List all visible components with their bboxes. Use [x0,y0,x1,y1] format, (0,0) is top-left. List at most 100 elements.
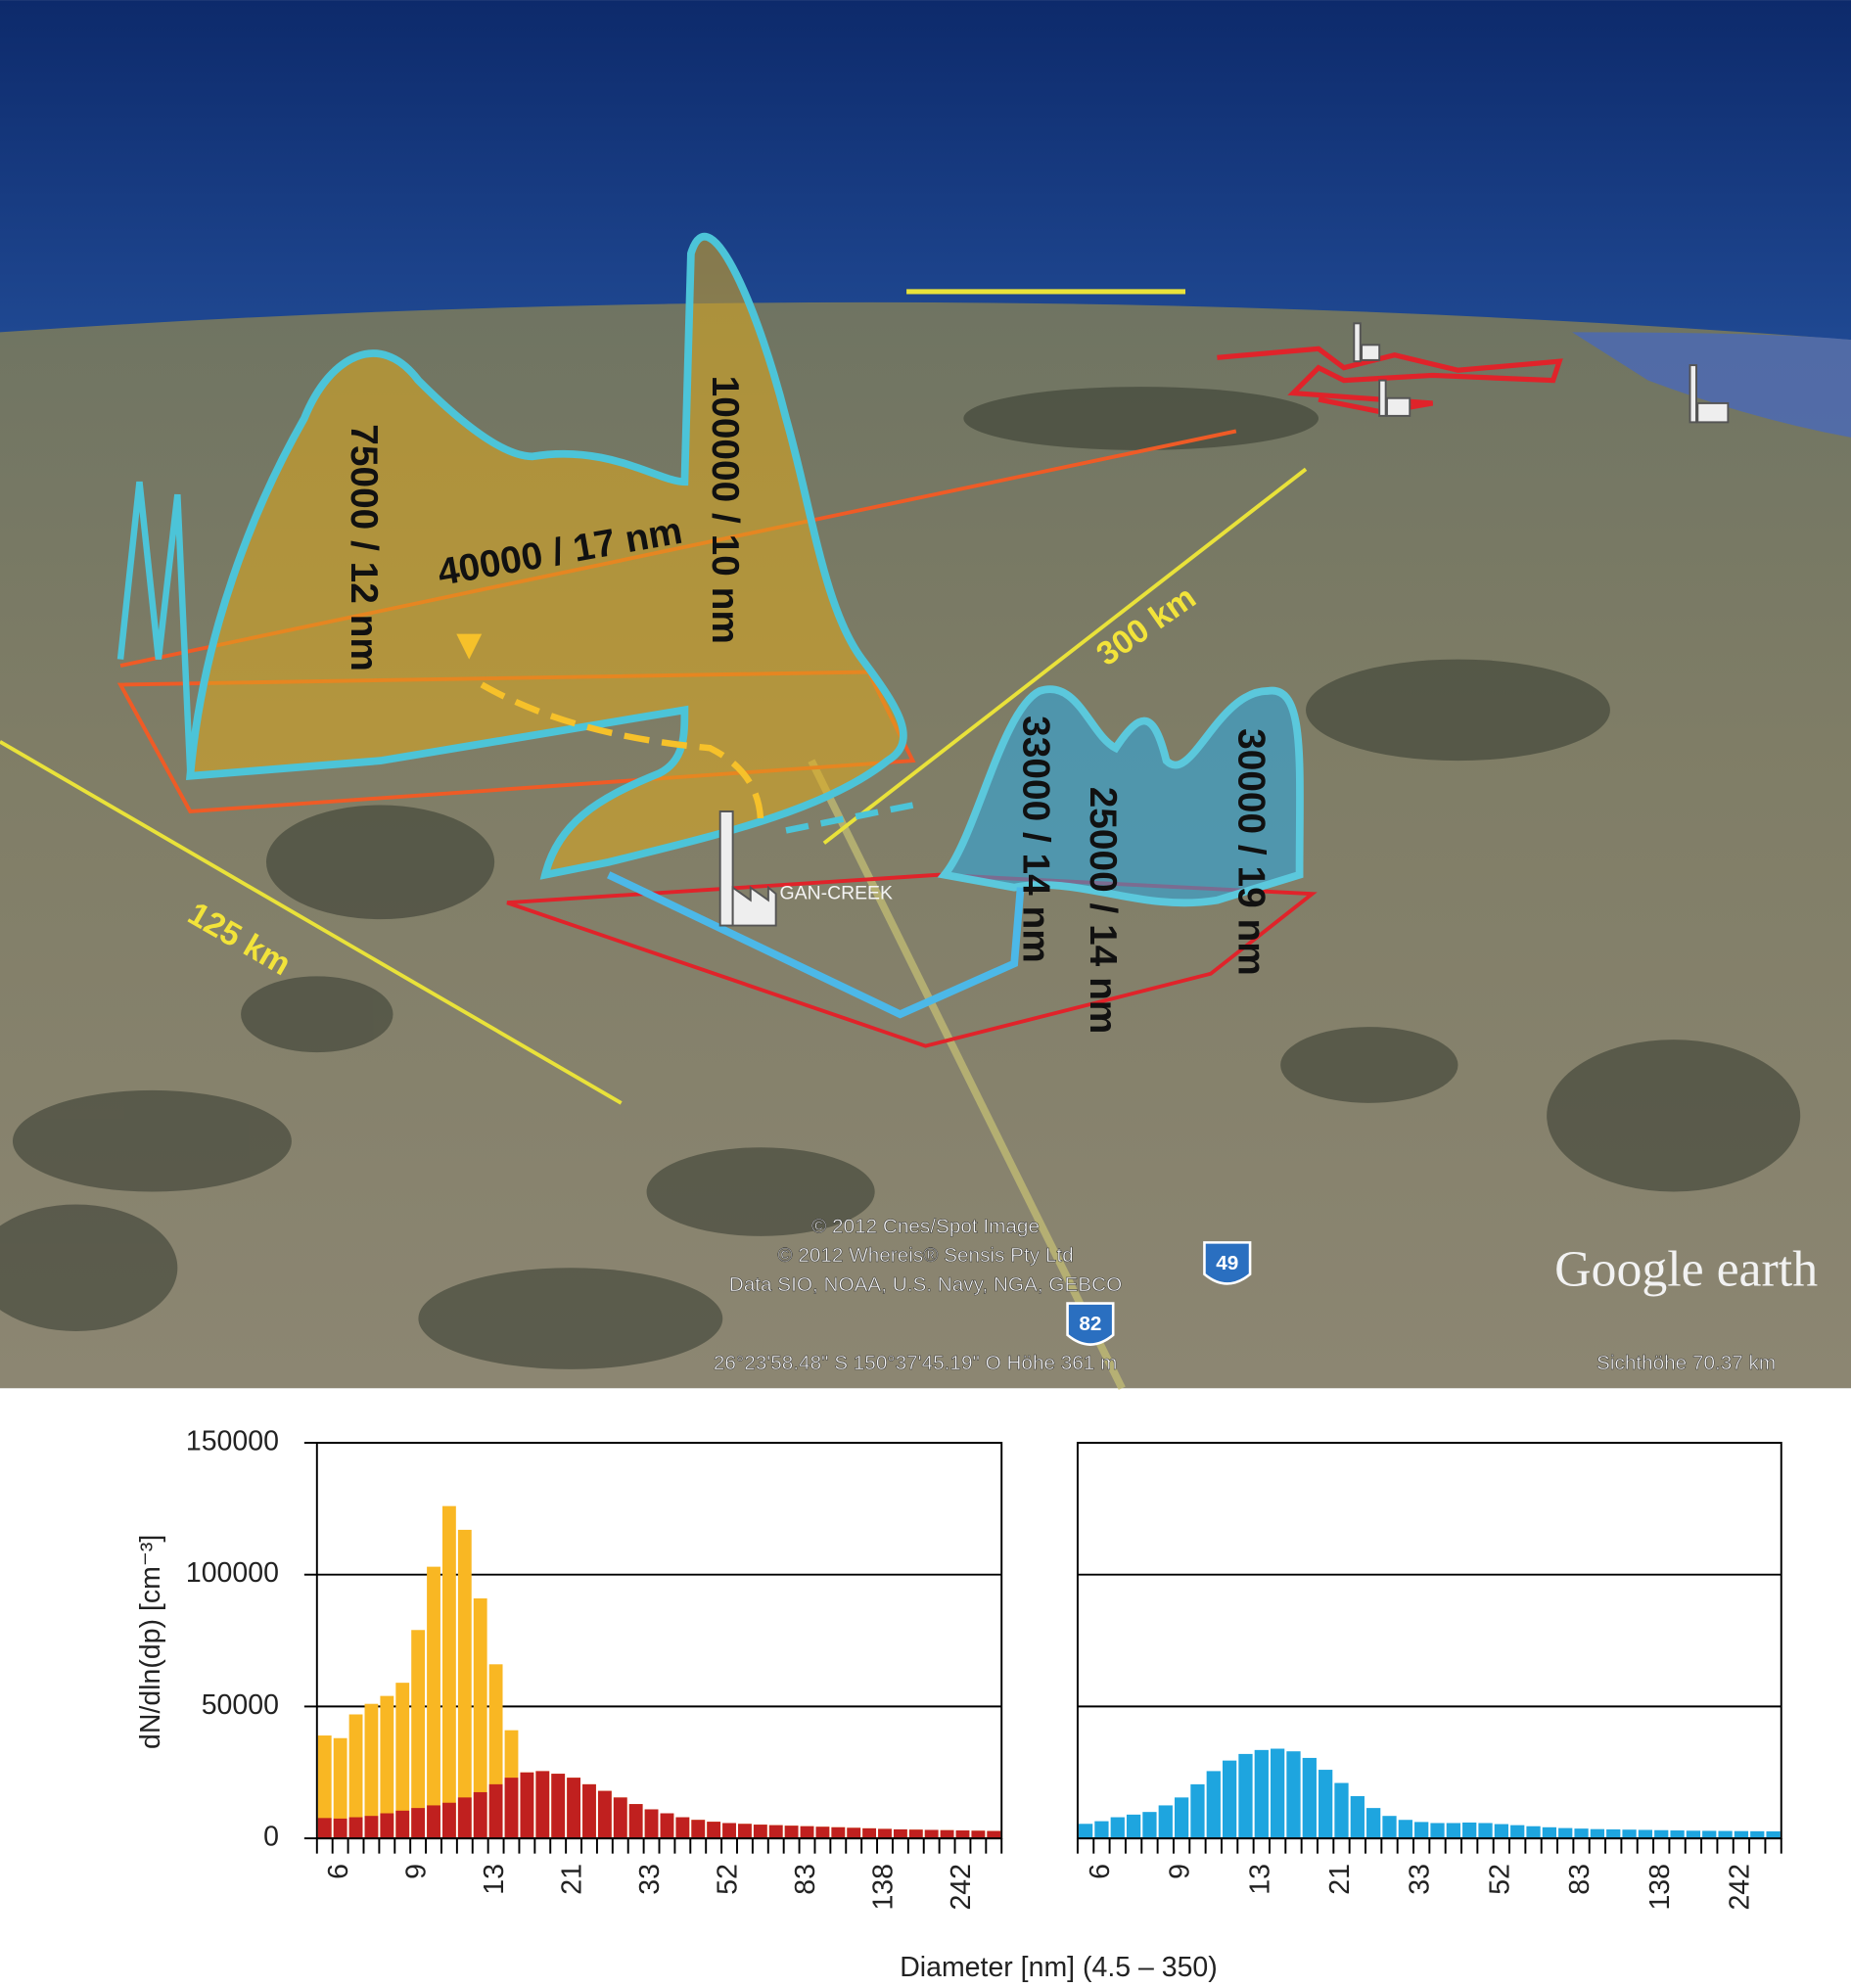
x-axis-label: Diameter [nm] (4.5 – 350) [900,1952,1218,1983]
bar [784,1826,799,1839]
road-shield-label: 49 [1216,1252,1238,1274]
y-tick-label: 100000 [186,1557,279,1589]
distance-line [822,467,1308,845]
bar [473,1791,487,1839]
bar [675,1817,690,1839]
x-tick-label: 9 [1165,1864,1196,1879]
bar [613,1797,627,1839]
y-axis-label: dN/dln(dp) [cm⁻³] [135,1535,166,1749]
bar [488,1783,503,1839]
distance-line [0,740,623,1105]
bar [551,1774,566,1839]
x-tick-label: 138 [1644,1864,1676,1911]
bar [1398,1820,1412,1839]
bar [1350,1796,1365,1839]
bar [1126,1814,1141,1839]
x-tick-label: 21 [557,1864,588,1895]
bar [862,1827,877,1839]
bar [878,1828,892,1839]
bar [1094,1821,1109,1839]
bar [520,1772,534,1839]
bar [1638,1829,1653,1839]
bar [847,1827,861,1839]
bar [411,1630,426,1839]
bar [348,1817,363,1839]
bar [1206,1771,1221,1839]
bar [644,1809,659,1839]
y-tick-label: 0 [263,1822,279,1853]
bar [317,1735,332,1839]
bar [1110,1817,1125,1839]
plume-profile [607,871,1025,1019]
flight-box [506,872,1318,1048]
bar [1271,1748,1285,1839]
bar [815,1826,830,1839]
logo: Google earth [1554,1242,1818,1298]
bar [1430,1823,1445,1839]
bar [364,1703,379,1839]
bar [940,1829,954,1839]
eye-altitude: Sichthöhe 70.37 km [1596,1352,1776,1374]
bar [395,1810,410,1839]
bar [333,1818,347,1839]
wind-arrow [785,802,914,834]
x-tick-label: 6 [1085,1864,1116,1879]
y-tick-label: 150000 [186,1426,279,1457]
road-shield [1203,1241,1252,1285]
x-tick-label: 13 [479,1864,510,1895]
x-tick-label: 33 [1405,1864,1436,1895]
bar [597,1790,612,1839]
plume-profile [937,685,1304,907]
bar [707,1822,721,1839]
bar [987,1830,1001,1839]
bar [1319,1770,1333,1839]
bar [1766,1830,1781,1839]
power-plant-icon [718,322,1730,927]
bar [660,1813,674,1839]
x-tick-label: 33 [634,1864,666,1895]
bar [457,1797,472,1839]
bar [691,1820,706,1839]
bar [1622,1829,1637,1839]
wind-arrow [456,633,483,660]
attribution: © 2012 Cnes/Spot Image [811,1215,1040,1237]
sea [1572,332,1851,438]
bar [1574,1828,1589,1839]
bar [738,1824,752,1839]
bar [800,1826,814,1839]
coordinates: 26°23'58.48" S 150°37'45.19" O Höhe 361 … [714,1352,1117,1374]
bar [411,1808,426,1839]
terrain [0,387,1801,1369]
bar [1286,1751,1301,1839]
bar [628,1804,643,1839]
bar [1414,1822,1429,1839]
bar [380,1813,394,1839]
bar [1078,1824,1093,1839]
bar [1366,1808,1381,1839]
bar [893,1828,907,1839]
bar [1190,1783,1205,1839]
map-annotation: 30000 / 19 nm [1230,728,1273,976]
bar [971,1830,986,1839]
x-tick-label: 52 [1484,1864,1515,1895]
bar [1222,1760,1237,1839]
bar [1654,1829,1669,1839]
bar [504,1778,519,1839]
plot-frame [1076,1442,1782,1840]
road-shield-label: 82 [1079,1313,1101,1335]
bar [1334,1782,1349,1839]
bar [1158,1805,1173,1839]
bar [348,1714,363,1839]
x-tick-label: 242 [1724,1864,1755,1911]
x-tick-label: 6 [323,1864,354,1879]
bar [1142,1812,1157,1839]
map-annotation: 33000 / 14 nm [1014,716,1056,963]
bar [768,1825,783,1839]
bar [582,1783,596,1839]
bar [1750,1830,1765,1839]
bar [1510,1825,1525,1839]
bar [1494,1824,1508,1839]
bar [317,1818,332,1839]
x-tick-label: 83 [790,1864,821,1895]
